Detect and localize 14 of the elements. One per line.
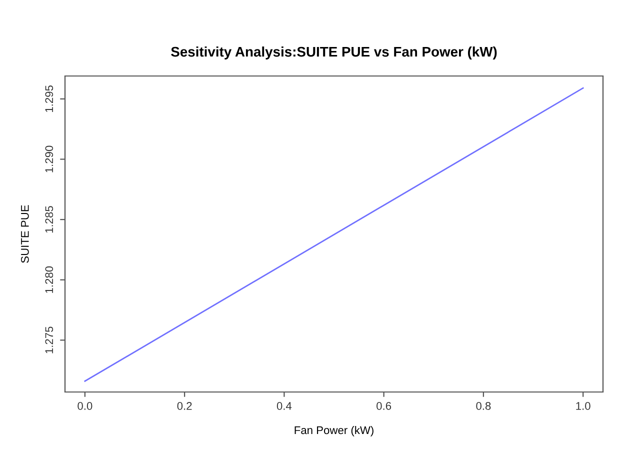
x-tick-label: 0.0	[78, 402, 92, 410]
y-tick-label: 1.280	[45, 266, 54, 293]
y-axis-title: SUITE PUE	[20, 205, 29, 263]
x-tick-label: 0.2	[177, 402, 192, 410]
y-tick-label: 1.290	[45, 146, 54, 172]
x-tick-label: 0.4	[276, 402, 292, 410]
y-tick-label: 1.295	[45, 85, 54, 112]
y-tick-label: 1.275	[45, 326, 54, 354]
chart-title: Sesitivity Analysis:SUITE PUE vs Fan Power (kW)	[171, 46, 497, 60]
x-tick-label: 1.0	[576, 402, 590, 410]
y-tick-label: 1.285	[45, 206, 54, 233]
x-tick-label: 0.6	[376, 402, 392, 410]
x-tick-label: 0.8	[476, 402, 491, 410]
x-axis-title: Fan Power (kW)	[294, 426, 374, 436]
